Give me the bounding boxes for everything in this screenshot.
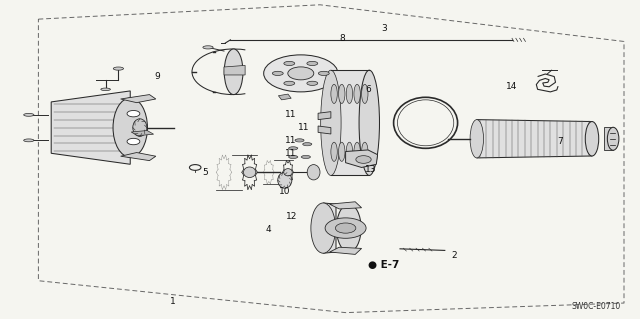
Circle shape	[264, 55, 338, 92]
Ellipse shape	[337, 204, 361, 252]
Text: 5: 5	[202, 168, 207, 177]
Text: 11: 11	[298, 123, 310, 132]
Circle shape	[127, 110, 140, 117]
Ellipse shape	[243, 167, 256, 177]
Ellipse shape	[24, 113, 34, 116]
Ellipse shape	[284, 81, 295, 85]
Text: 4: 4	[266, 225, 271, 234]
Circle shape	[356, 156, 371, 163]
Ellipse shape	[273, 71, 284, 76]
Text: 1: 1	[170, 297, 175, 306]
Text: 14: 14	[506, 82, 518, 91]
Ellipse shape	[101, 88, 110, 91]
Ellipse shape	[331, 142, 337, 161]
Ellipse shape	[346, 142, 353, 161]
Text: 8: 8	[340, 34, 345, 43]
Ellipse shape	[301, 155, 310, 159]
Polygon shape	[131, 130, 154, 136]
Ellipse shape	[362, 142, 368, 161]
Polygon shape	[51, 91, 131, 164]
Polygon shape	[318, 112, 331, 120]
Polygon shape	[120, 94, 156, 103]
Ellipse shape	[295, 139, 304, 142]
Ellipse shape	[289, 155, 298, 159]
Circle shape	[335, 223, 356, 233]
Ellipse shape	[354, 84, 360, 103]
Polygon shape	[604, 127, 613, 150]
Text: SW0C-E0710: SW0C-E0710	[572, 302, 621, 311]
Ellipse shape	[307, 165, 320, 180]
Polygon shape	[330, 202, 362, 209]
Ellipse shape	[354, 142, 360, 161]
Text: 2: 2	[452, 251, 457, 260]
Ellipse shape	[321, 70, 341, 175]
Circle shape	[325, 218, 366, 238]
Text: 7: 7	[557, 137, 563, 146]
Ellipse shape	[359, 70, 380, 175]
Polygon shape	[346, 150, 378, 167]
Ellipse shape	[307, 61, 317, 65]
Text: 11: 11	[285, 149, 297, 158]
Text: 12: 12	[285, 212, 297, 221]
Ellipse shape	[24, 139, 34, 142]
Text: 13: 13	[365, 165, 377, 174]
Text: 11: 11	[285, 110, 297, 119]
Ellipse shape	[113, 67, 124, 70]
Ellipse shape	[278, 172, 292, 188]
Ellipse shape	[113, 98, 147, 157]
Ellipse shape	[318, 71, 329, 76]
Ellipse shape	[339, 84, 345, 103]
Ellipse shape	[224, 49, 243, 95]
Polygon shape	[278, 94, 291, 100]
Polygon shape	[331, 70, 369, 175]
Text: 11: 11	[285, 136, 297, 145]
Ellipse shape	[470, 120, 484, 158]
Ellipse shape	[607, 127, 619, 150]
Circle shape	[127, 138, 140, 145]
Polygon shape	[477, 120, 592, 158]
Ellipse shape	[284, 61, 295, 65]
Circle shape	[288, 67, 314, 80]
Ellipse shape	[362, 84, 368, 103]
Text: 9: 9	[154, 72, 159, 81]
Ellipse shape	[203, 46, 213, 49]
Polygon shape	[330, 247, 362, 255]
Ellipse shape	[331, 84, 337, 103]
Ellipse shape	[585, 122, 599, 156]
Polygon shape	[318, 126, 331, 134]
Ellipse shape	[307, 81, 317, 85]
Text: 6: 6	[365, 85, 371, 94]
Text: ● E-7: ● E-7	[368, 260, 399, 270]
Polygon shape	[323, 203, 336, 253]
Ellipse shape	[339, 142, 345, 161]
Ellipse shape	[311, 203, 335, 253]
Polygon shape	[120, 152, 156, 161]
Ellipse shape	[303, 143, 312, 146]
Text: 10: 10	[279, 187, 291, 196]
Ellipse shape	[346, 84, 353, 103]
Ellipse shape	[284, 169, 292, 176]
Polygon shape	[224, 65, 245, 75]
Text: 3: 3	[381, 24, 387, 33]
Ellipse shape	[133, 119, 147, 137]
Ellipse shape	[289, 147, 298, 150]
